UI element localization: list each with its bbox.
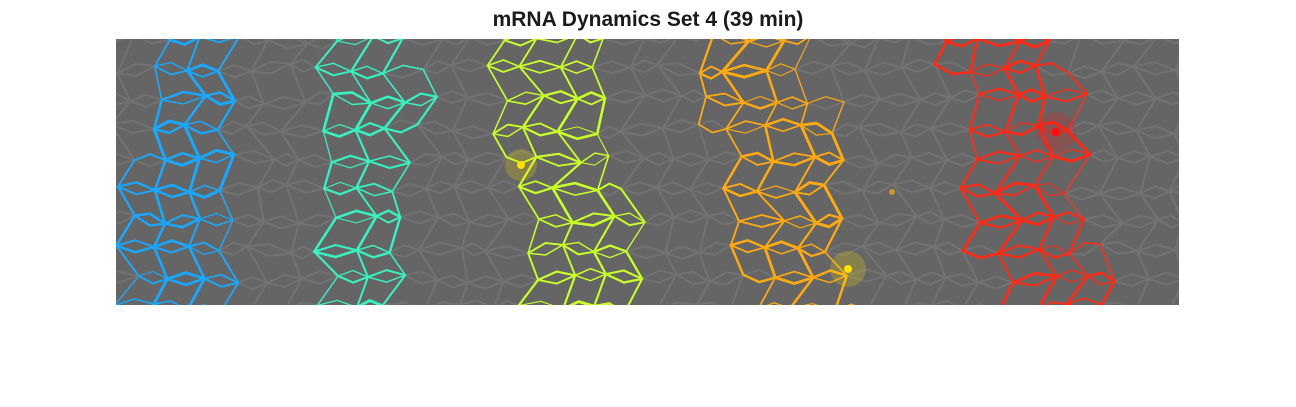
stripe-cell [568, 300, 596, 305]
tissue-background [116, 39, 1179, 305]
cell-segmentation-image [116, 39, 1179, 305]
stripe-cell [1065, 297, 1103, 305]
stripe-cell [316, 269, 369, 305]
tissue-cell [669, 301, 699, 305]
stripe-cell [116, 298, 155, 305]
spot-faint [889, 189, 895, 195]
tissue-cell [695, 301, 719, 305]
stripe-cell [518, 300, 553, 305]
stripe-cell [759, 270, 815, 305]
tissue-cell [963, 275, 1015, 305]
stripe-cell [356, 269, 407, 305]
tissue-cell [252, 273, 304, 305]
tissue-cell [930, 299, 958, 305]
tissue-cell [497, 299, 520, 305]
stripe-cell [766, 302, 783, 305]
highlighted-stripes [116, 39, 1116, 305]
tissue-image [116, 39, 1179, 305]
spot-stripe-5 [1051, 127, 1061, 137]
stripe-cell [517, 270, 577, 305]
tissue-cell [930, 272, 980, 305]
tissue-cell [380, 301, 413, 305]
stripe-cell [563, 267, 607, 305]
stripe-cell [791, 269, 848, 305]
tissue-cell [1100, 301, 1125, 305]
tissue-cell [1137, 271, 1179, 305]
stripe-cell [1045, 301, 1069, 305]
stripe-cell [358, 299, 384, 305]
tissue-cell [294, 301, 319, 305]
tissue-cell [835, 268, 888, 305]
tissue-cell [433, 300, 462, 305]
tissue-cell [868, 270, 918, 305]
tissue-cell [286, 270, 340, 305]
tissue-cell [223, 275, 269, 305]
tissue-cell [912, 302, 933, 305]
figure-title: mRNA Dynamics Set 4 (39 min) [492, 8, 804, 31]
stripe-cell [803, 303, 819, 305]
tissue-cell [458, 299, 490, 305]
stripe-cell [1000, 272, 1058, 305]
stripe-cell [153, 300, 180, 305]
stripe-cell [847, 303, 856, 305]
tissue-cell [730, 269, 777, 305]
tissue-cell [973, 303, 986, 305]
tissue-cell [381, 270, 439, 305]
stripe-cell [593, 302, 615, 305]
stripe-cell [593, 269, 644, 305]
tissue-cell [627, 269, 679, 305]
stripe-cell [316, 299, 353, 305]
mrna-spots [505, 112, 1076, 287]
tissue-cell [493, 273, 540, 305]
spot-stripe-4 [844, 265, 852, 273]
spot-stripe-3 [517, 161, 525, 169]
tissue-cell [904, 271, 947, 305]
stripe-cell [188, 273, 240, 305]
